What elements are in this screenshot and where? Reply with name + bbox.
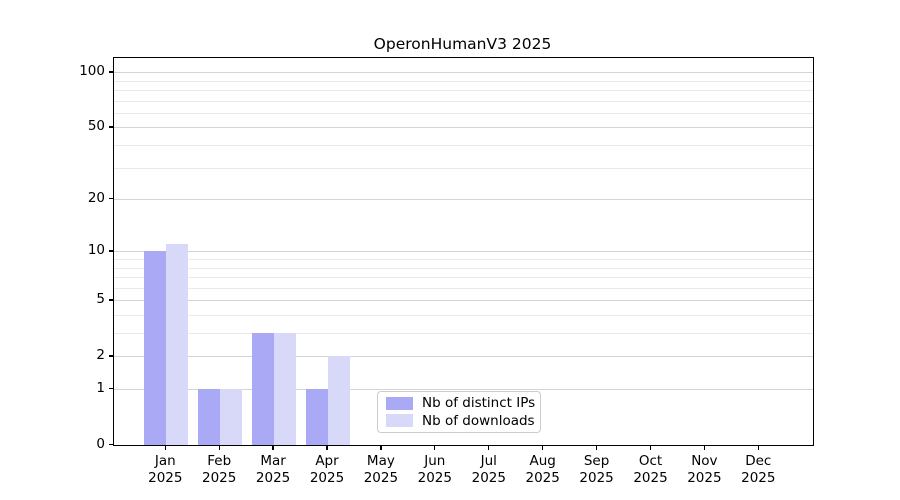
x-tick-label-dec: Dec 2025 — [741, 453, 776, 486]
y-tick-mark-0 — [109, 444, 113, 446]
gridline-6 — [114, 287, 813, 289]
x-tick-label-nov: Nov 2025 — [687, 453, 722, 486]
y-tick-mark-10 — [109, 250, 113, 252]
x-tick-mark-mar — [272, 446, 274, 450]
y-tick-mark-20 — [109, 198, 113, 200]
gridline-10 — [114, 251, 813, 253]
gridline-20 — [114, 199, 813, 201]
y-tick-label-5: 5 — [96, 291, 105, 308]
gridline-40 — [114, 145, 813, 146]
y-tick-label-20: 20 — [87, 190, 105, 207]
legend-swatch-distinct-ips — [386, 396, 413, 410]
gridline-5 — [114, 300, 813, 302]
legend-label-distinct-ips: Nb of distinct IPs — [422, 395, 536, 412]
x-tick-mark-dec — [757, 446, 759, 450]
x-tick-mark-nov — [703, 446, 706, 450]
gridline-8 — [114, 267, 813, 269]
x-tick-label-jun: Jun 2025 — [417, 453, 452, 486]
gridline-7 — [114, 277, 813, 278]
y-tick-mark-1 — [109, 388, 113, 390]
bar-apr-downloads — [328, 356, 350, 445]
y-tick-mark-100 — [109, 71, 113, 73]
gridline-2 — [114, 356, 813, 358]
y-tick-mark-50 — [109, 126, 113, 128]
y-tick-label-0: 0 — [96, 436, 105, 452]
y-tick-mark-2 — [109, 355, 113, 357]
x-tick-mark-jun — [434, 446, 436, 450]
plot-area — [113, 57, 814, 446]
chart-title: OperonHumanV3 2025 — [373, 35, 552, 53]
bar-mar-distinct-ips — [252, 333, 275, 445]
x-tick-label-jul: Jul 2025 — [471, 453, 506, 486]
y-tick-label-2: 2 — [96, 347, 105, 364]
x-tick-mark-jul — [488, 446, 490, 450]
legend-row-downloads: Nb of downloads — [386, 412, 535, 429]
x-tick-label-mar: Mar 2025 — [255, 453, 291, 486]
y-tick-label-50: 50 — [87, 118, 105, 135]
bar-mar-downloads — [274, 333, 297, 445]
bar-apr-distinct-ips — [306, 389, 328, 445]
x-tick-label-may: May 2025 — [363, 453, 399, 486]
x-tick-label-aug: Aug 2025 — [525, 453, 560, 486]
gridline-3 — [114, 333, 813, 334]
gridline-4 — [114, 315, 813, 316]
x-tick-mark-apr — [326, 446, 328, 450]
gridline-90 — [114, 80, 813, 82]
x-tick-mark-aug — [542, 446, 544, 450]
gridline-70 — [114, 100, 813, 102]
gridline-30 — [114, 167, 813, 169]
x-tick-mark-oct — [649, 446, 652, 450]
x-tick-label-oct: Oct 2025 — [633, 453, 668, 486]
bar-jan-distinct-ips — [144, 251, 167, 445]
gridline-80 — [114, 90, 813, 91]
gridline-1 — [114, 389, 813, 390]
x-tick-mark-feb — [218, 446, 220, 450]
gridline-60 — [114, 112, 813, 114]
legend-label-downloads: Nb of downloads — [422, 412, 535, 429]
gridline-50 — [114, 127, 813, 129]
legend-swatch-downloads — [386, 414, 413, 428]
y-tick-label-10: 10 — [87, 242, 105, 259]
legend: Nb of distinct IPs Nb of downloads — [377, 391, 541, 433]
y-tick-label-100: 100 — [79, 63, 105, 80]
bar-feb-downloads — [220, 389, 243, 445]
gridline-9 — [114, 259, 813, 260]
y-tick-mark-5 — [109, 299, 113, 301]
y-tick-label-1: 1 — [96, 380, 105, 396]
x-tick-mark-may — [380, 446, 382, 450]
gridline-100 — [114, 72, 813, 74]
x-tick-mark-sep — [595, 446, 598, 450]
x-tick-mark-jan — [164, 446, 166, 450]
bar-feb-distinct-ips — [198, 389, 221, 445]
legend-row-distinct-ips: Nb of distinct IPs — [386, 395, 536, 412]
x-tick-label-apr: Apr 2025 — [309, 453, 345, 486]
bar-jan-downloads — [166, 244, 189, 445]
x-tick-label-feb: Feb 2025 — [202, 453, 237, 486]
x-tick-label-jan: Jan 2025 — [148, 453, 183, 486]
x-tick-label-sep: Sep 2025 — [579, 453, 614, 486]
